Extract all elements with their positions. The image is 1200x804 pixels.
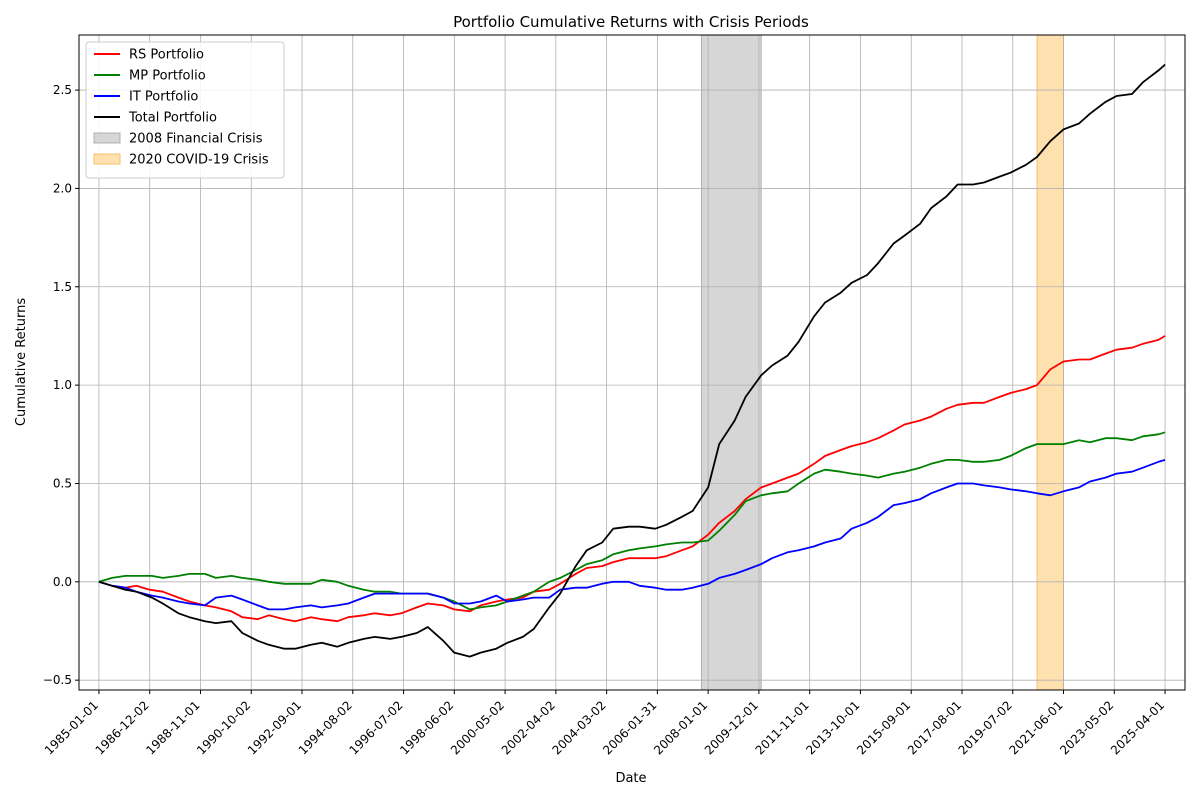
plot-frame xyxy=(78,34,1186,691)
legend-box xyxy=(85,41,285,179)
legend-label: MP Portfolio xyxy=(129,69,206,84)
legend-label: 2020 COVID-19 Crisis xyxy=(129,153,269,168)
y-tick-label: −0.5 xyxy=(43,673,72,687)
y-axis-ticks: −0.5 0.0 0.5 1.0 1.5 2.0 2.5 xyxy=(43,83,79,687)
series-line-it-portfolio xyxy=(98,459,1166,611)
y-tick-label: 1.0 xyxy=(53,378,72,392)
series-lines xyxy=(98,63,1166,658)
chart-title: Portfolio Cumulative Returns with Crisis… xyxy=(453,13,809,31)
y-axis-label: Cumulative Returns xyxy=(14,298,29,426)
legend-label: Total Portfolio xyxy=(128,111,217,126)
series-line-total-portfolio xyxy=(98,63,1166,658)
y-tick-label: 0.5 xyxy=(53,476,72,490)
legend-swatch-patch xyxy=(93,132,121,144)
y-tick-label: 2.5 xyxy=(53,83,72,97)
legend: RS Portfolio MP Portfolio IT Portfolio Tota… xyxy=(85,41,285,179)
shaded-region-1 xyxy=(700,34,762,691)
y-tick-label: 2.0 xyxy=(53,181,72,195)
legend-label: 2008 Financial Crisis xyxy=(129,132,263,147)
series-line-mp-portfolio xyxy=(98,431,1166,611)
series-line-rs-portfolio xyxy=(98,335,1166,623)
y-tick-label: 0.0 xyxy=(53,575,72,589)
x-axis-label: Date xyxy=(615,771,646,786)
y-tick-label: 1.5 xyxy=(53,280,72,294)
legend-label: IT Portfolio xyxy=(129,90,198,105)
legend-swatch-patch xyxy=(93,153,121,165)
legend-label: RS Portfolio xyxy=(129,48,204,63)
